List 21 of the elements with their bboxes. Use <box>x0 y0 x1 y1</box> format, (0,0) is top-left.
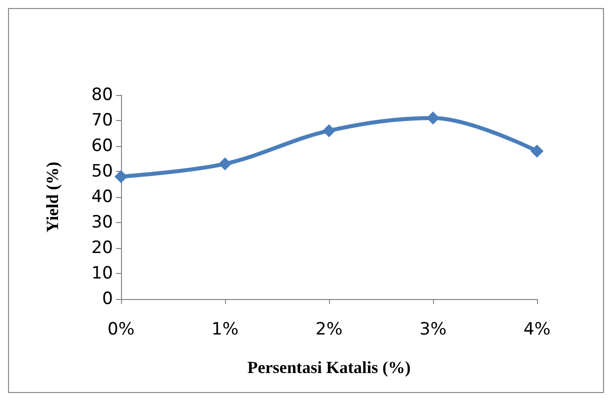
x-tick-label: 0% <box>108 320 134 340</box>
point <box>114 170 128 184</box>
y-tick-label: 20 <box>91 238 113 258</box>
y-tick-label: 10 <box>91 264 113 284</box>
point <box>218 157 232 170</box>
point <box>426 111 440 124</box>
y-tick-label: 70 <box>91 110 113 130</box>
y-tick-label: 0 <box>102 289 113 309</box>
y-tick-label: 80 <box>91 85 113 105</box>
point <box>322 124 336 138</box>
x-axis-title: Persentasi Katalis (%) <box>247 358 411 377</box>
y-tick-label: 50 <box>91 162 113 182</box>
x-tick-label: 2% <box>316 320 342 340</box>
point <box>530 144 544 158</box>
y-tick-label: 60 <box>91 136 113 156</box>
x-tick-label: 3% <box>420 320 446 340</box>
y-tick-label: 40 <box>91 187 113 207</box>
x-tick-label: 1% <box>212 320 238 340</box>
x-tick-label: 4% <box>524 320 550 340</box>
y-axis-title: Yield (%) <box>43 162 62 232</box>
y-tick-label: 30 <box>91 212 113 232</box>
